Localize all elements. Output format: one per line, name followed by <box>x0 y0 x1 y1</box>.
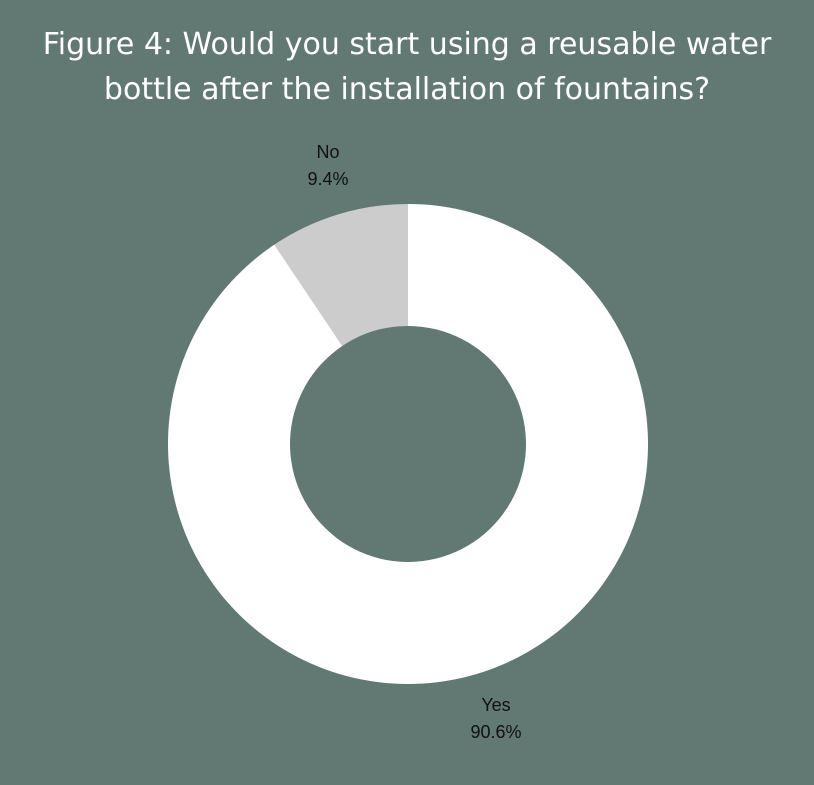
slice-labels: No 9.4% Yes 90.6% <box>307 142 521 742</box>
slice-label-no: No <box>316 142 339 162</box>
slice-yes <box>168 204 649 684</box>
slice-no <box>274 204 408 346</box>
chart-title-line-1: Figure 4: Would you start using a reusab… <box>42 27 772 62</box>
slice-value-no: 9.4% <box>307 169 348 189</box>
donut-slices <box>168 204 649 684</box>
chart-title-line-2: bottle after the installation of fountai… <box>103 72 711 107</box>
chart-title: Figure 4: Would you start using a reusab… <box>0 22 814 112</box>
slice-value-yes: 90.6% <box>470 722 521 742</box>
slice-label-yes: Yes <box>481 695 510 715</box>
